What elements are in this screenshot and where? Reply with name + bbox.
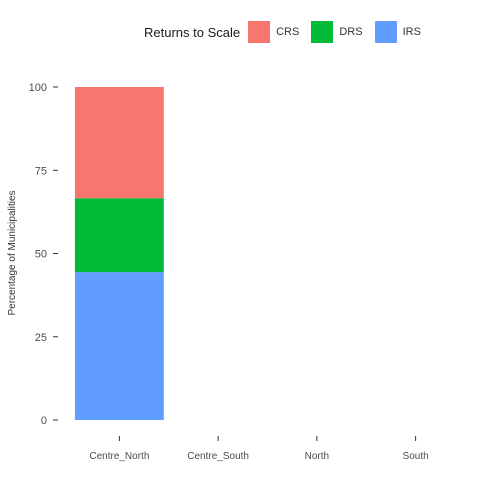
y-tick-label: 50 [35,249,47,261]
x-tick-label: South [403,451,429,462]
legend-title: Returns to Scale [144,24,241,40]
legend-key-crs [248,21,271,43]
legend-item-drs: DRS [311,21,363,43]
y-tick-label: 0 [41,415,47,427]
legend-label-drs: DRS [339,26,363,38]
bar-irs-centre_north [74,272,164,420]
legend-key-drs [311,21,334,43]
y-tick-label: 100 [29,82,47,94]
legend-label-crs: CRS [276,26,300,38]
legend-key-irs [374,21,397,43]
legend-item-crs: CRS [248,21,299,43]
y-axis-label: Percentage of Municipalities [7,190,18,315]
x-tick-label: Centre_South [187,451,249,462]
legend-item-irs: IRS [374,21,421,43]
legend: Returns to Scale CRS DRS IRS [144,20,433,44]
bar-crs-centre_north [74,87,164,199]
y-tick-label: 75 [35,165,47,177]
plot-area: 0 25 50 75 100 Centre_North Centre_South North S… [29,82,429,462]
x-tick-label: Centre_North [89,451,149,462]
bar-drs-centre_north [74,198,164,273]
legend-label-irs: IRS [402,26,421,38]
x-tick-label: North [305,451,329,462]
y-tick-label: 25 [35,332,47,344]
